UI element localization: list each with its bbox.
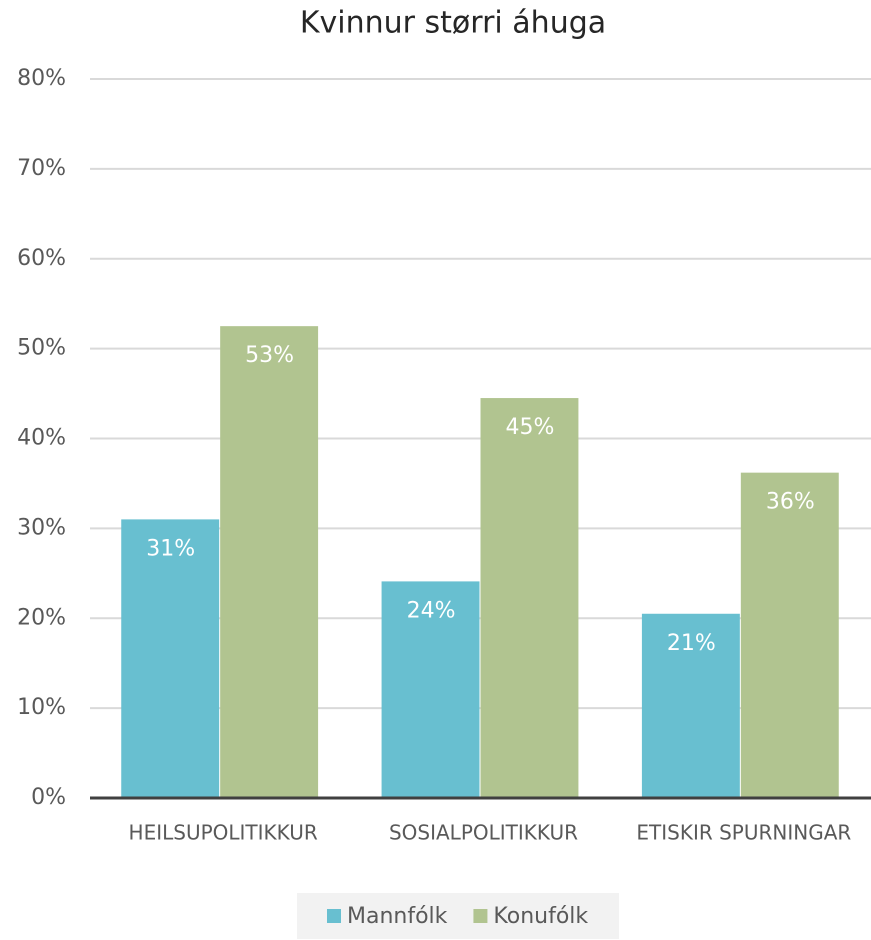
bar bbox=[480, 398, 579, 798]
x-tick-label: SOSIALPOLITIKKUR bbox=[389, 821, 578, 845]
legend: Mannfólk Konufólk bbox=[297, 893, 619, 939]
chart-title: Kvinnur størri áhuga bbox=[300, 6, 606, 41]
legend-label: Mannfólk bbox=[347, 904, 448, 929]
legend-label: Konufólk bbox=[493, 904, 588, 929]
data-label: 45% bbox=[506, 415, 555, 440]
data-label: 24% bbox=[407, 598, 456, 623]
data-label: 53% bbox=[245, 343, 294, 368]
y-tick-label: 20% bbox=[17, 605, 66, 630]
legend-swatch bbox=[473, 909, 488, 923]
y-tick-label: 0% bbox=[31, 785, 66, 810]
bar bbox=[740, 472, 839, 798]
y-tick-label: 40% bbox=[17, 426, 66, 451]
x-tick-label: ETISKIR SPURNINGAR bbox=[636, 821, 851, 845]
data-label: 36% bbox=[766, 490, 815, 515]
y-tick-label: 30% bbox=[17, 515, 66, 540]
bar bbox=[641, 613, 740, 798]
y-tick-label: 50% bbox=[17, 336, 66, 361]
bar bbox=[381, 581, 480, 798]
bar bbox=[121, 519, 220, 798]
legend-swatch bbox=[327, 909, 341, 923]
y-tick-label: 70% bbox=[17, 156, 66, 181]
legend-box bbox=[297, 893, 619, 939]
x-tick-label: HEILSUPOLITIKKUR bbox=[129, 821, 318, 845]
y-tick-label: 60% bbox=[17, 246, 66, 271]
bar bbox=[220, 326, 319, 798]
y-tick-label: 80% bbox=[17, 66, 66, 91]
data-label: 31% bbox=[146, 536, 195, 561]
y-tick-label: 10% bbox=[17, 695, 66, 720]
data-label: 21% bbox=[667, 631, 716, 656]
